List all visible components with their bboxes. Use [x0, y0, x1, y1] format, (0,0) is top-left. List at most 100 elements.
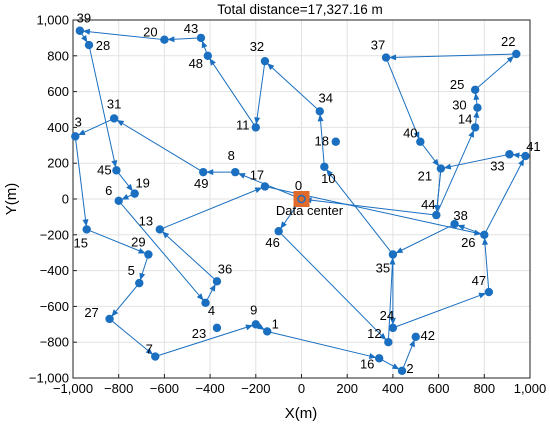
node-label: 6 [105, 183, 112, 198]
route-segment [255, 61, 266, 128]
node-label: 29 [131, 234, 145, 249]
route-arrowhead [209, 58, 216, 66]
node-point [388, 323, 398, 333]
node-point [470, 85, 480, 95]
node-point [450, 219, 459, 229]
node-label: 18 [315, 134, 329, 149]
data-center-label: Data center [276, 203, 344, 218]
route-segment [392, 223, 455, 255]
route-arrowhead [391, 363, 400, 370]
node-label: 4 [208, 303, 215, 318]
node-point [130, 189, 139, 198]
route-arrowhead [121, 193, 130, 200]
route-arrowhead [518, 158, 525, 167]
x-tick-label: −800 [104, 381, 133, 396]
y-tick-label: 400 [47, 120, 69, 135]
node-point [411, 332, 420, 342]
node-label: 41 [526, 139, 540, 154]
route-arrowhead [317, 114, 324, 122]
node-label: 14 [458, 111, 472, 126]
chart-title: Total distance=17,327.16 m [217, 2, 383, 17]
node-point [480, 230, 489, 239]
node-point [521, 151, 530, 161]
x-tick-label: 0 [298, 381, 305, 396]
route-arrowhead [254, 187, 263, 194]
route-arrowhead [206, 169, 214, 176]
x-tick-label: 600 [428, 381, 450, 396]
node-label-layer: 0123456789101112131415161718192021222324… [73, 11, 540, 376]
node-point [160, 35, 169, 44]
node-label: 47 [472, 273, 486, 288]
node-point [105, 314, 114, 324]
node-label: 39 [77, 11, 91, 26]
route-segment [113, 118, 204, 173]
node-label: 33 [490, 158, 504, 173]
route-arrowhead [196, 293, 204, 301]
data-center-layer: Data center [276, 191, 344, 218]
x-tick-label: −200 [241, 381, 270, 396]
node-label: 26 [461, 235, 475, 250]
route-arrowhead [432, 158, 440, 167]
node-label: 36 [218, 261, 232, 276]
route-segment [385, 57, 421, 142]
route-segment [483, 155, 526, 236]
node-label: 5 [128, 263, 135, 278]
node-label: 38 [453, 208, 467, 223]
y-axis-title: Y(m) [3, 183, 20, 216]
node-label: 30 [452, 98, 466, 113]
node-point [331, 137, 340, 146]
route-arrowhead [280, 221, 287, 229]
route-segment [155, 323, 256, 357]
node-label: 25 [450, 77, 464, 92]
route-arrowhead [257, 323, 265, 330]
node-point [505, 150, 514, 159]
axis-ticks: −1,000 −800 −600 −400 −200 0 200 400 600 800 1,000… [29, 13, 546, 397]
node-label: 19 [135, 176, 149, 191]
route-arrowhead [238, 173, 246, 179]
route-arrowhead [389, 317, 396, 325]
node-label: 31 [107, 96, 121, 111]
node-label: 27 [84, 305, 98, 320]
node-point [84, 40, 94, 50]
node-label: 16 [360, 356, 374, 371]
route-arrowhead [245, 324, 253, 331]
route-arrowhead [145, 347, 153, 355]
route-arrowhead [81, 35, 88, 43]
route-segment [118, 200, 206, 304]
node-label: 12 [367, 326, 381, 341]
node-point [315, 107, 324, 116]
route-arrowhead [379, 332, 387, 341]
node-label: 13 [139, 213, 153, 228]
route-arrowhead [78, 129, 86, 136]
route-segment [386, 53, 517, 59]
x-tick-label: 1,000 [514, 381, 547, 396]
node-point [199, 167, 208, 177]
route-arrowhead [389, 257, 396, 265]
node-point [212, 323, 222, 333]
node-label: 43 [184, 21, 198, 36]
node-label: 1 [272, 316, 279, 331]
node-point [432, 210, 441, 220]
node-label: 15 [73, 235, 87, 250]
node-point [251, 123, 260, 132]
route-arrowhead [167, 36, 175, 43]
route-arrowhead [111, 159, 118, 168]
y-tick-label: −600 [40, 299, 69, 314]
node-label: 40 [403, 126, 417, 141]
node-point [397, 366, 407, 376]
node-point [196, 33, 206, 43]
route-segment [86, 228, 149, 255]
route-arrowhead [413, 131, 420, 139]
route-arrowhead [209, 283, 216, 292]
node-label: 46 [265, 235, 279, 250]
y-tick-label: −200 [40, 227, 69, 242]
route-segment [435, 127, 476, 216]
route-arrowhead [126, 183, 133, 192]
route-segment [267, 330, 380, 359]
node-point [144, 250, 153, 259]
route-arrowhead [506, 55, 515, 63]
node-point [374, 354, 384, 363]
route-arrowhead [512, 152, 520, 159]
node-label: 28 [96, 38, 110, 53]
node-point [155, 225, 165, 234]
